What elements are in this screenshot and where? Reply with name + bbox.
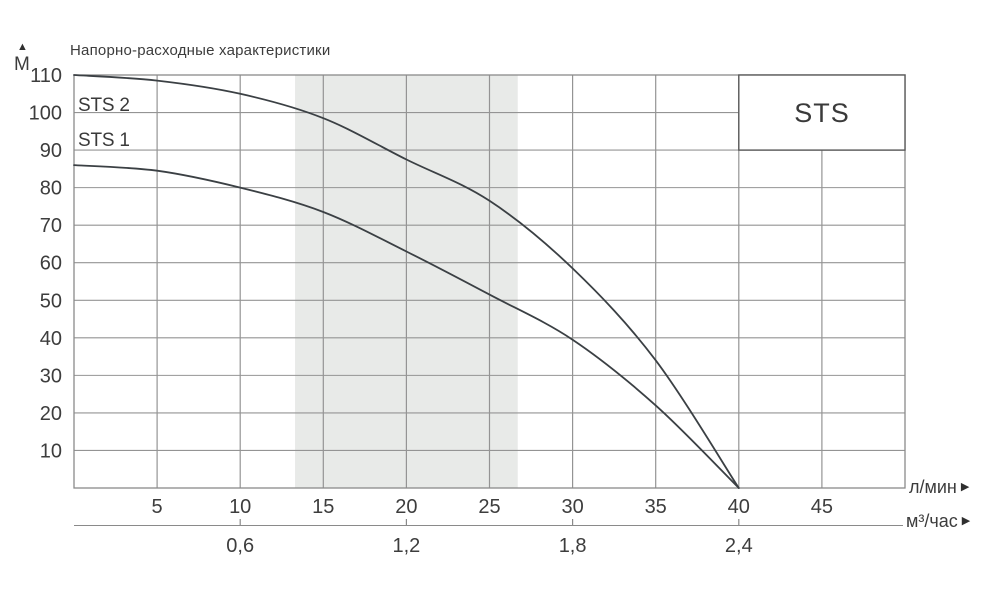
pump-curves bbox=[73, 74, 740, 489]
y-tick-label: 60 bbox=[40, 253, 62, 275]
plot-frame bbox=[73, 74, 906, 489]
y-tick-label: 90 bbox=[40, 140, 62, 162]
x-tick-label: 15 bbox=[312, 496, 334, 518]
x-tick-label: 20 bbox=[395, 496, 417, 518]
x-axis-unit-lmin-text: л/мин bbox=[909, 477, 957, 497]
y-tick-label: 80 bbox=[40, 178, 62, 200]
x-axis2-arrow-right-icon: ▶ bbox=[961, 514, 971, 527]
x-axis-unit-lmin: л/мин ▶ bbox=[909, 478, 969, 496]
series-label-sts2: STS 2 bbox=[78, 95, 130, 116]
secondary-axis bbox=[74, 519, 903, 526]
y-tick-label: 10 bbox=[40, 440, 62, 462]
y-tick-label: 40 bbox=[40, 328, 62, 350]
tick-labels: 110 100 90 80 70 60 50 40 30 20 10 5 10 15 20 25 30 35 40 4… bbox=[29, 65, 833, 557]
x2-tick-label: 1,2 bbox=[392, 535, 420, 557]
y-tick-label: 70 bbox=[40, 215, 62, 237]
x-tick-label: 25 bbox=[478, 496, 500, 518]
x-axis-unit-m3h: м³/час ▶ bbox=[906, 512, 970, 530]
y-tick-label: 20 bbox=[40, 403, 62, 425]
y-tick-label: 100 bbox=[29, 103, 62, 125]
x-axis-arrow-right-icon: ▶ bbox=[960, 480, 970, 493]
curve-sts2 bbox=[73, 74, 740, 489]
x-tick-label: 30 bbox=[561, 496, 583, 518]
series-family-box-label: STS bbox=[794, 98, 850, 128]
x2-tick-label: 1,8 bbox=[559, 535, 587, 557]
chart-title: Напорно-расходные характеристики bbox=[70, 42, 331, 59]
x-tick-label: 10 bbox=[229, 496, 251, 518]
y-tick-label: 30 bbox=[40, 365, 62, 387]
series-family-box: STS bbox=[738, 74, 906, 151]
x2-tick-label: 0,6 bbox=[226, 535, 254, 557]
x-axis-unit-m3h-text: м³/час bbox=[906, 511, 958, 531]
x-tick-label: 40 bbox=[728, 496, 750, 518]
curve-sts1 bbox=[73, 164, 740, 489]
y-tick-label: 110 bbox=[30, 65, 62, 87]
y-tick-label: 50 bbox=[40, 290, 62, 312]
x2-tick-label: 2,4 bbox=[725, 535, 753, 557]
x-tick-label: 35 bbox=[645, 496, 667, 518]
x-tick-label: 5 bbox=[152, 496, 163, 518]
series-family-box-rect bbox=[738, 74, 906, 151]
series-label-sts1: STS 1 bbox=[78, 130, 130, 151]
x-tick-label: 45 bbox=[811, 496, 833, 518]
y-axis-unit-label: М bbox=[14, 54, 30, 75]
y-axis-arrow-up-icon: ▲ bbox=[17, 41, 28, 53]
frame-rect bbox=[73, 74, 906, 489]
